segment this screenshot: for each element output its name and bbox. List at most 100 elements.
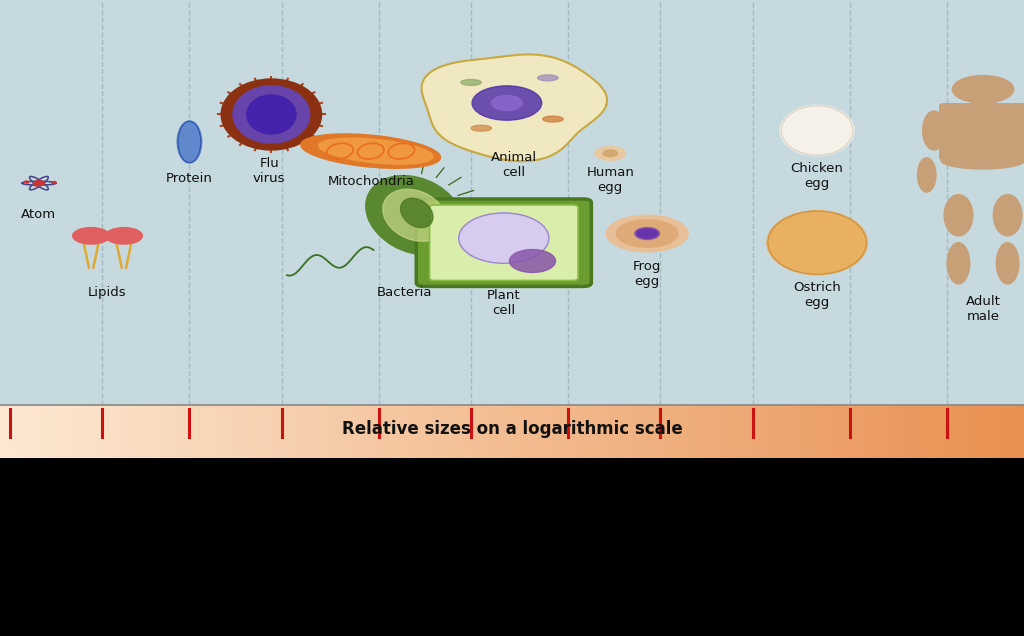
Bar bbox=[420, 405, 423, 458]
Bar bbox=[195, 405, 198, 458]
Bar bbox=[232, 405, 236, 458]
Bar bbox=[294, 405, 297, 458]
Bar bbox=[625, 405, 628, 458]
Bar bbox=[297, 405, 300, 458]
Bar bbox=[246, 405, 249, 458]
Bar bbox=[484, 405, 488, 458]
Bar bbox=[369, 405, 372, 458]
Text: Plant
cell: Plant cell bbox=[487, 289, 520, 317]
Bar bbox=[454, 405, 458, 458]
Bar bbox=[41, 405, 44, 458]
Bar bbox=[290, 405, 294, 458]
Bar bbox=[573, 405, 577, 458]
Bar bbox=[458, 405, 461, 458]
Bar bbox=[904, 405, 908, 458]
Bar bbox=[474, 405, 478, 458]
Bar bbox=[102, 405, 105, 458]
Bar bbox=[996, 405, 1000, 458]
Bar bbox=[796, 405, 799, 458]
Bar bbox=[884, 405, 888, 458]
Bar bbox=[710, 405, 714, 458]
Bar bbox=[499, 405, 502, 458]
Bar bbox=[894, 405, 898, 458]
Bar bbox=[556, 405, 560, 458]
Bar bbox=[1011, 405, 1014, 458]
Bar bbox=[447, 405, 451, 458]
Bar bbox=[440, 405, 443, 458]
Bar bbox=[208, 405, 212, 458]
Bar bbox=[256, 405, 259, 458]
Bar bbox=[799, 405, 802, 458]
Bar bbox=[304, 405, 307, 458]
Circle shape bbox=[603, 150, 617, 156]
Bar bbox=[655, 405, 658, 458]
Bar bbox=[853, 405, 857, 458]
Circle shape bbox=[34, 181, 44, 186]
Bar bbox=[922, 405, 925, 458]
Bar bbox=[79, 405, 82, 458]
Bar bbox=[686, 405, 689, 458]
Bar bbox=[550, 405, 553, 458]
Bar bbox=[707, 405, 710, 458]
Text: Flu
virus: Flu virus bbox=[253, 156, 286, 184]
Circle shape bbox=[25, 181, 29, 183]
Bar bbox=[560, 405, 563, 458]
Bar bbox=[464, 405, 468, 458]
Bar bbox=[471, 405, 474, 458]
Bar bbox=[75, 405, 79, 458]
Bar bbox=[519, 405, 522, 458]
Bar bbox=[202, 405, 205, 458]
Bar bbox=[959, 405, 963, 458]
Ellipse shape bbox=[177, 121, 202, 163]
Bar bbox=[966, 405, 970, 458]
Bar bbox=[191, 405, 195, 458]
Bar bbox=[727, 405, 730, 458]
Bar bbox=[437, 405, 440, 458]
Bar bbox=[130, 405, 133, 458]
Bar bbox=[908, 405, 911, 458]
Ellipse shape bbox=[918, 158, 936, 192]
Ellipse shape bbox=[383, 189, 446, 241]
Bar bbox=[157, 405, 161, 458]
Bar bbox=[164, 405, 167, 458]
Bar bbox=[1014, 405, 1017, 458]
Text: Atom: Atom bbox=[22, 209, 56, 221]
Circle shape bbox=[637, 229, 657, 238]
Bar bbox=[174, 405, 177, 458]
Bar bbox=[443, 405, 447, 458]
Bar bbox=[161, 405, 164, 458]
Bar bbox=[218, 405, 222, 458]
Bar bbox=[58, 405, 61, 458]
Bar bbox=[307, 405, 310, 458]
Bar bbox=[914, 405, 919, 458]
Circle shape bbox=[616, 220, 678, 247]
Bar bbox=[587, 405, 591, 458]
Bar bbox=[645, 405, 648, 458]
Bar bbox=[0, 405, 3, 458]
Bar bbox=[372, 405, 376, 458]
Bar bbox=[546, 405, 550, 458]
Bar bbox=[809, 405, 812, 458]
Bar bbox=[949, 405, 952, 458]
Bar bbox=[361, 405, 366, 458]
Ellipse shape bbox=[780, 106, 854, 156]
Bar bbox=[10, 405, 13, 458]
Bar bbox=[676, 405, 679, 458]
Bar bbox=[13, 405, 17, 458]
Bar bbox=[601, 405, 604, 458]
Bar bbox=[461, 405, 464, 458]
Bar bbox=[407, 405, 410, 458]
Bar bbox=[187, 405, 191, 458]
Bar bbox=[652, 405, 655, 458]
Bar bbox=[751, 405, 755, 458]
Ellipse shape bbox=[492, 95, 522, 111]
Bar bbox=[696, 405, 699, 458]
Ellipse shape bbox=[947, 243, 970, 284]
Bar bbox=[61, 405, 65, 458]
Bar bbox=[778, 405, 781, 458]
Bar bbox=[1021, 405, 1024, 458]
Bar bbox=[802, 405, 806, 458]
Ellipse shape bbox=[543, 116, 563, 122]
Bar bbox=[1004, 405, 1007, 458]
Bar bbox=[481, 405, 484, 458]
